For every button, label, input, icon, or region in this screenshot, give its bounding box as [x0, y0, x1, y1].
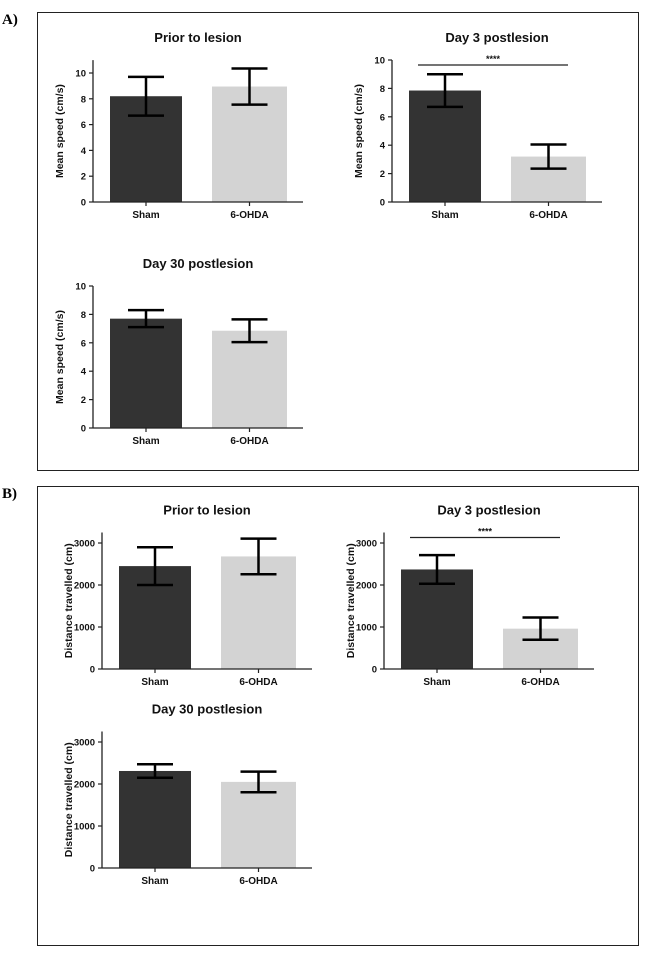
x-tick-label: Sham — [132, 210, 159, 221]
x-tick-label: Sham — [141, 876, 168, 887]
bar-sham — [110, 318, 182, 428]
y-tick-label: 0 — [372, 665, 377, 676]
y-tick-label: 3000 — [356, 539, 377, 550]
y-axis-label: Mean speed (cm/s) — [353, 84, 365, 178]
x-tick-label: Sham — [132, 436, 159, 447]
chart-1: Prior to lesion Mean speed (cm/s) Sham 6-OH… — [54, 30, 303, 221]
bar-6-ohda — [212, 330, 287, 428]
y-tick-label: 4 — [81, 367, 87, 378]
error-bar — [231, 318, 268, 344]
x-tick-label: 6-OHDA — [239, 876, 277, 887]
y-tick-label: 6 — [81, 338, 86, 349]
error-bar — [522, 616, 559, 642]
y-tick-label: 3000 — [74, 738, 95, 749]
y-axis-label: Distance travelled (cm) — [345, 543, 357, 658]
x-tick-label: 6-OHDA — [239, 677, 277, 688]
y-tick-label: 10 — [75, 282, 86, 293]
y-tick-label: 6 — [380, 112, 385, 123]
y-axis-label: Distance travelled (cm) — [63, 543, 75, 658]
chart-title: Day 30 postlesion — [143, 256, 254, 271]
error-bar — [128, 75, 164, 117]
bar-sham — [119, 770, 191, 868]
chart-title: Prior to lesion — [163, 503, 250, 518]
significance-label: **** — [486, 54, 501, 64]
y-tick-label: 1000 — [356, 623, 377, 634]
panel-b-frame — [37, 486, 639, 946]
x-tick-label: 6-OHDA — [230, 436, 268, 447]
y-tick-label: 2 — [81, 395, 86, 406]
y-tick-label: 4 — [380, 141, 386, 152]
error-bar — [419, 553, 455, 585]
y-tick-label: 0 — [90, 864, 95, 875]
error-bar — [137, 763, 173, 779]
significance-label: **** — [478, 527, 493, 537]
y-tick-label: 0 — [81, 198, 86, 209]
y-axis-label: Mean speed (cm/s) — [54, 84, 66, 178]
chart-title: Day 3 postlesion — [437, 503, 540, 518]
y-tick-label: 1000 — [74, 822, 95, 833]
chart-2: Day 3 postlesion Mean speed (cm/s) Sham 6-O… — [353, 30, 602, 221]
y-axis-label: Mean speed (cm/s) — [54, 310, 66, 404]
chart-5: Day 3 postlesion Distance travelled (cm) S… — [345, 503, 594, 688]
y-tick-label: 10 — [374, 56, 385, 67]
bar-sham — [401, 569, 473, 669]
error-bar — [427, 72, 463, 109]
bar-sham — [409, 90, 481, 202]
y-tick-label: 1000 — [74, 623, 95, 634]
y-tick-label: 10 — [75, 69, 86, 80]
y-tick-label: 0 — [90, 665, 95, 676]
y-tick-label: 2 — [380, 169, 385, 180]
y-tick-label: 2000 — [74, 581, 95, 592]
error-bar — [137, 545, 173, 587]
error-bar — [128, 308, 164, 329]
chart-title: Day 30 postlesion — [152, 702, 263, 717]
chart-title: Prior to lesion — [154, 30, 241, 45]
error-bar — [231, 67, 268, 106]
bar-6-ohda — [221, 781, 296, 868]
y-tick-label: 3000 — [74, 539, 95, 550]
x-tick-label: Sham — [431, 210, 458, 221]
y-tick-label: 4 — [81, 146, 87, 157]
chart-6: Day 30 postlesion Distance travelled (cm)… — [63, 702, 312, 887]
x-tick-label: 6-OHDA — [230, 210, 268, 221]
error-bar — [240, 770, 277, 794]
y-tick-label: 0 — [380, 198, 385, 209]
chart-title: Day 3 postlesion — [445, 30, 548, 45]
y-tick-label: 8 — [81, 310, 86, 321]
chart-4: Prior to lesion Distance travelled (cm) Sh… — [63, 503, 312, 688]
x-tick-label: 6-OHDA — [521, 677, 559, 688]
y-axis-label: Distance travelled (cm) — [63, 742, 75, 857]
panel-b-label: B) — [2, 486, 17, 502]
y-tick-label: 2000 — [356, 581, 377, 592]
y-tick-label: 0 — [81, 424, 86, 435]
x-tick-label: Sham — [141, 677, 168, 688]
panel-a-frame — [37, 12, 639, 471]
error-bar — [530, 143, 567, 170]
error-bar — [240, 537, 277, 576]
y-tick-label: 2 — [81, 172, 86, 183]
chart-3: Day 30 postlesion Mean speed (cm/s) Sham 6-… — [54, 256, 303, 447]
y-tick-label: 8 — [380, 84, 385, 95]
y-tick-label: 2000 — [74, 780, 95, 791]
panel-a-label: A) — [2, 12, 18, 28]
x-tick-label: 6-OHDA — [529, 210, 567, 221]
x-tick-label: Sham — [423, 677, 450, 688]
y-tick-label: 6 — [81, 120, 86, 131]
y-tick-label: 8 — [81, 94, 86, 105]
